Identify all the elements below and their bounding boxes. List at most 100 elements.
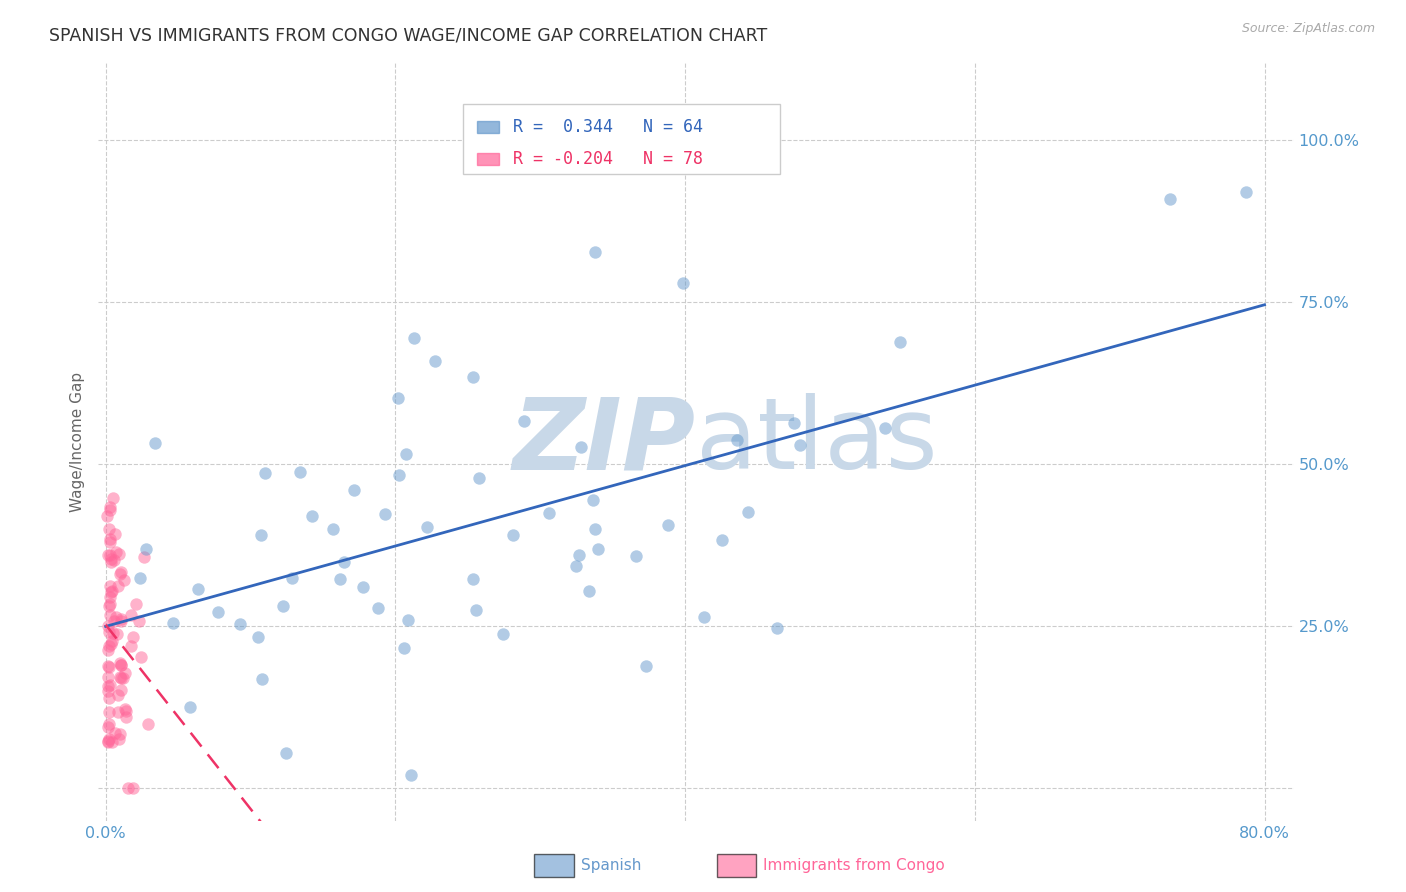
Point: [122, 781, 145, 796]
Point: [110, 565, 132, 579]
Point: [425, 354, 447, 368]
Point: [101, 625, 124, 640]
Point: [98, 532, 121, 546]
Point: [108, 567, 131, 582]
Point: [586, 542, 609, 557]
Point: [107, 688, 129, 702]
Point: [98, 591, 121, 605]
Point: [97, 720, 120, 734]
Point: [253, 466, 276, 480]
Point: [110, 657, 132, 672]
Point: [120, 639, 142, 653]
Point: [98, 717, 121, 731]
Point: [98, 502, 121, 516]
Point: [108, 669, 131, 683]
Point: [121, 631, 143, 645]
Point: [96, 509, 118, 524]
Point: [110, 672, 132, 686]
Point: [134, 549, 156, 564]
Point: [97, 734, 120, 748]
Point: [207, 605, 229, 619]
Point: [782, 416, 804, 430]
Point: [416, 520, 439, 534]
Point: [394, 640, 416, 655]
Point: [98, 535, 121, 549]
Point: [374, 507, 396, 521]
Text: Immigrants from Congo: Immigrants from Congo: [763, 858, 945, 872]
Point: [247, 630, 270, 644]
Text: atlas: atlas: [696, 393, 938, 490]
Point: [889, 334, 911, 349]
Point: [396, 613, 419, 627]
Point: [461, 572, 484, 586]
Point: [110, 612, 132, 626]
Point: [1159, 192, 1181, 206]
Point: [97, 705, 120, 719]
Point: [97, 670, 120, 684]
Point: [100, 735, 122, 749]
Point: [387, 392, 409, 406]
Point: [108, 547, 131, 561]
Point: [280, 571, 302, 585]
Point: [98, 500, 121, 514]
Point: [329, 572, 352, 586]
Text: R =  0.344   N = 64: R = 0.344 N = 64: [513, 118, 703, 136]
Point: [128, 614, 150, 628]
Point: [101, 491, 124, 506]
Text: SPANISH VS IMMIGRANTS FROM CONGO WAGE/INCOME GAP CORRELATION CHART: SPANISH VS IMMIGRANTS FROM CONGO WAGE/IN…: [49, 27, 768, 45]
Point: [162, 615, 184, 630]
Point: [120, 607, 142, 622]
Point: [143, 436, 166, 450]
Point: [367, 600, 389, 615]
Point: [583, 244, 606, 259]
Point: [468, 470, 491, 484]
Point: [271, 599, 294, 613]
Text: R = -0.204   N = 78: R = -0.204 N = 78: [513, 150, 703, 168]
Point: [129, 571, 152, 585]
Point: [97, 679, 120, 693]
Point: [229, 616, 252, 631]
Point: [108, 726, 131, 740]
Point: [115, 710, 138, 724]
Point: [101, 634, 124, 648]
Point: [875, 421, 897, 435]
Point: [492, 627, 515, 641]
Point: [98, 639, 121, 653]
Point: [395, 447, 418, 461]
Point: [343, 483, 366, 497]
Point: [97, 658, 120, 673]
Point: [104, 725, 127, 739]
Point: [103, 553, 125, 567]
Point: [98, 691, 121, 706]
Point: [136, 717, 159, 731]
Point: [107, 579, 129, 593]
Point: [129, 649, 152, 664]
Point: [98, 579, 121, 593]
Point: [274, 746, 297, 760]
Point: [333, 555, 356, 569]
Point: [404, 331, 426, 345]
Point: [98, 678, 121, 692]
Point: [103, 527, 125, 541]
Point: [301, 508, 323, 523]
Point: [502, 528, 524, 542]
Point: [1234, 185, 1257, 199]
Point: [626, 549, 648, 563]
Point: [114, 702, 136, 716]
Point: [97, 522, 120, 536]
Text: Spanish: Spanish: [581, 858, 641, 872]
Point: [581, 493, 603, 508]
Point: [110, 683, 132, 698]
Point: [98, 548, 121, 562]
Point: [103, 615, 125, 629]
Point: [388, 468, 411, 483]
Point: [578, 584, 600, 599]
Point: [187, 582, 209, 596]
Point: [111, 672, 134, 686]
Text: ZIP: ZIP: [513, 393, 696, 490]
Point: [110, 657, 132, 672]
Point: [107, 705, 129, 719]
Point: [249, 527, 271, 541]
Point: [114, 666, 136, 681]
Y-axis label: Wage/Income Gap: Wage/Income Gap: [69, 371, 84, 512]
